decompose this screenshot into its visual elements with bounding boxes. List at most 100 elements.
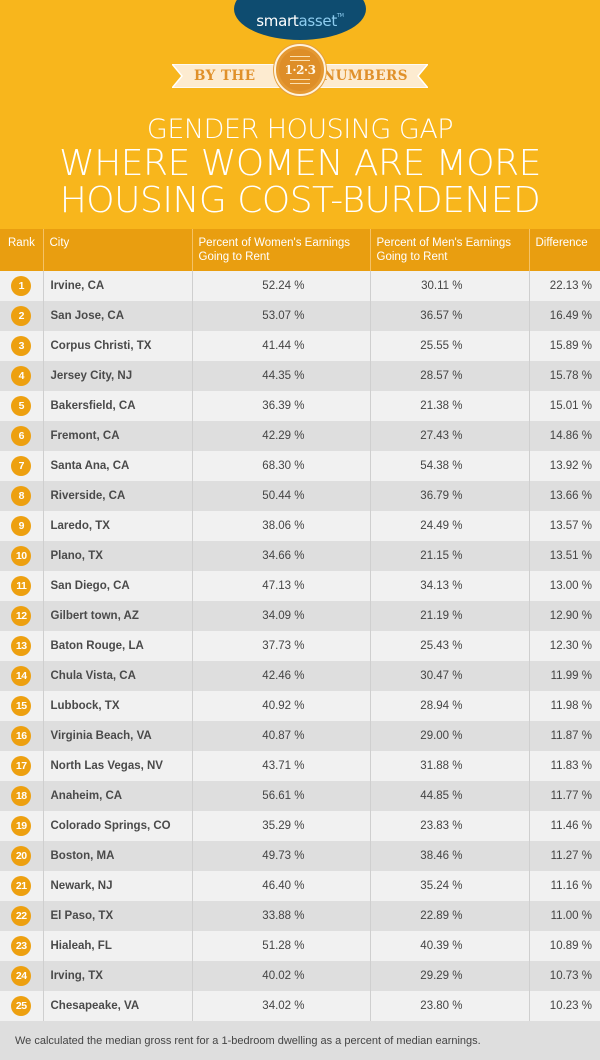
men-percent-cell: 31.88 %	[369, 751, 529, 781]
ribbon-left-text: BY THE	[194, 68, 256, 84]
rank-badge: 19	[11, 816, 32, 836]
ribbon-right-text: NUMBERS	[322, 68, 408, 84]
rank-badge: 9	[11, 516, 32, 536]
women-percent-cell: 49.73 %	[191, 841, 370, 871]
difference-cell: 13.51 %	[528, 541, 600, 571]
city-cell: Boston, MA	[42, 841, 192, 871]
city-cell: Chesapeake, VA	[42, 991, 192, 1021]
title-line-1: GENDER HOUSING GAP	[146, 114, 454, 145]
difference-cell: 13.00 %	[528, 571, 600, 601]
difference-cell: 11.87 %	[528, 721, 600, 751]
city-cell: Colorado Springs, CO	[42, 811, 192, 841]
difference-cell: 11.16 %	[528, 871, 600, 901]
rank-badge: 16	[11, 726, 32, 746]
rank-cell: 1	[0, 271, 43, 301]
rank-cell: 20	[0, 841, 43, 871]
men-percent-cell: 27.43 %	[369, 421, 529, 451]
men-percent-cell: 23.80 %	[369, 991, 529, 1021]
men-percent-cell: 22.89 %	[369, 901, 529, 931]
difference-cell: 10.73 %	[528, 961, 600, 991]
logo-trademark: TM	[336, 13, 344, 19]
table-row: 7 Santa Ana, CA 68.30 % 54.38 % 13.92 %	[0, 451, 600, 481]
difference-cell: 15.78 %	[528, 361, 600, 391]
rank-cell: 17	[0, 751, 43, 781]
header-women-line1: Percent of Women's Earnings	[198, 237, 351, 249]
men-percent-cell: 44.85 %	[369, 781, 529, 811]
difference-cell: 11.46 %	[528, 811, 600, 841]
rank-badge: 13	[11, 636, 32, 656]
men-percent-cell: 23.83 %	[369, 811, 529, 841]
difference-cell: 12.90 %	[528, 601, 600, 631]
city-cell: Newark, NJ	[42, 871, 192, 901]
table-row: 14 Chula Vista, CA 42.46 % 30.47 % 11.99 %	[0, 661, 600, 691]
rank-cell: 24	[0, 961, 43, 991]
city-cell: Riverside, CA	[42, 481, 192, 511]
table-body: 1 Irvine, CA 52.24 % 30.11 % 22.13 % 2 San Jos…	[0, 271, 600, 1021]
women-percent-cell: 43.71 %	[191, 751, 370, 781]
men-percent-cell: 28.94 %	[369, 691, 529, 721]
difference-cell: 11.98 %	[528, 691, 600, 721]
rank-badge: 3	[11, 336, 32, 356]
header-men: Percent of Men's Earnings Going to Rent	[369, 229, 529, 271]
rank-cell: 23	[0, 931, 43, 961]
title-line-2: WHERE WOMEN ARE MORE	[59, 143, 541, 184]
rank-cell: 11	[0, 571, 43, 601]
rank-badge: 22	[11, 906, 32, 926]
table-row: 16 Virginia Beach, VA 40.87 % 29.00 % 11.87 …	[0, 721, 600, 751]
rank-badge: 15	[11, 696, 32, 716]
rank-badge: 7	[11, 456, 32, 476]
city-cell: San Diego, CA	[42, 571, 192, 601]
men-percent-cell: 29.29 %	[369, 961, 529, 991]
header-men-line1: Percent of Men's Earnings	[376, 237, 512, 249]
logo-smart: smart	[256, 12, 299, 30]
header-rank: Rank	[0, 229, 43, 271]
women-percent-cell: 68.30 %	[191, 451, 370, 481]
men-percent-cell: 35.24 %	[369, 871, 529, 901]
men-percent-cell: 30.11 %	[369, 271, 529, 301]
city-cell: San Jose, CA	[42, 301, 192, 331]
women-percent-cell: 34.66 %	[191, 541, 370, 571]
men-percent-cell: 24.49 %	[369, 511, 529, 541]
women-percent-cell: 42.46 %	[191, 661, 370, 691]
women-percent-cell: 34.09 %	[191, 601, 370, 631]
header-women-line2: Going to Rent	[198, 251, 270, 263]
medal-inner: 1·2·3	[279, 49, 321, 91]
rank-badge: 8	[11, 486, 32, 506]
men-percent-cell: 29.00 %	[369, 721, 529, 751]
header-men-line2: Going to Rent	[376, 251, 448, 263]
rank-cell: 8	[0, 481, 43, 511]
smartasset-logo: smartassetTM	[234, 0, 366, 40]
men-percent-cell: 21.19 %	[369, 601, 529, 631]
rank-badge: 21	[11, 876, 32, 896]
men-percent-cell: 40.39 %	[369, 931, 529, 961]
women-percent-cell: 52.24 %	[191, 271, 370, 301]
women-percent-cell: 40.02 %	[191, 961, 370, 991]
rank-badge: 25	[11, 996, 32, 1016]
men-percent-cell: 34.13 %	[369, 571, 529, 601]
women-percent-cell: 53.07 %	[191, 301, 370, 331]
table-row: 15 Lubbock, TX 40.92 % 28.94 % 11.98 %	[0, 691, 600, 721]
city-cell: Bakersfield, CA	[42, 391, 192, 421]
table-row: 4 Jersey City, NJ 44.35 % 28.57 % 15.78 %	[0, 361, 600, 391]
medal-line-bottom	[290, 79, 310, 80]
city-cell: Jersey City, NJ	[42, 361, 192, 391]
rank-cell: 2	[0, 301, 43, 331]
women-percent-cell: 42.29 %	[191, 421, 370, 451]
women-percent-cell: 38.06 %	[191, 511, 370, 541]
difference-cell: 15.01 %	[528, 391, 600, 421]
table-row: 23 Hialeah, FL 51.28 % 40.39 % 10.89 %	[0, 931, 600, 961]
rank-cell: 21	[0, 871, 43, 901]
table-row: 8 Riverside, CA 50.44 % 36.79 % 13.66 %	[0, 481, 600, 511]
table-row: 21 Newark, NJ 46.40 % 35.24 % 11.16 %	[0, 871, 600, 901]
difference-cell: 13.92 %	[528, 451, 600, 481]
rank-cell: 19	[0, 811, 43, 841]
rank-badge: 20	[11, 846, 32, 866]
rank-badge: 4	[11, 366, 32, 386]
men-percent-cell: 38.46 %	[369, 841, 529, 871]
rank-cell: 10	[0, 541, 43, 571]
rank-badge: 23	[11, 936, 32, 956]
difference-cell: 11.99 %	[528, 661, 600, 691]
city-cell: Irving, TX	[42, 961, 192, 991]
rank-cell: 25	[0, 991, 43, 1021]
rank-cell: 4	[0, 361, 43, 391]
